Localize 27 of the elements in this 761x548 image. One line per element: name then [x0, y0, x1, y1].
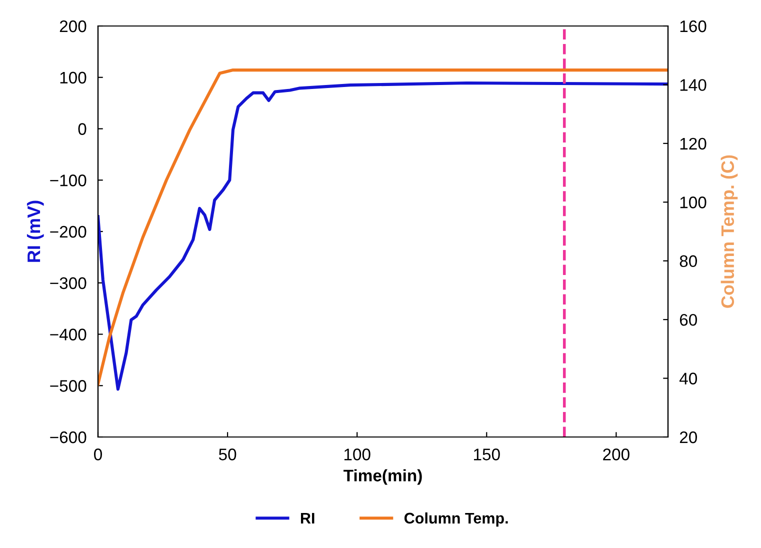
- y-tick-label: 100: [60, 72, 86, 84]
- y-tick-label: −400: [50, 328, 86, 340]
- x-tick-label: 150: [474, 448, 500, 460]
- x-tick-label: 200: [603, 448, 630, 460]
- y2-tick-label: 60: [680, 314, 697, 326]
- y-axis-title: RI (mV): [26, 200, 44, 262]
- y-tick-label: −100: [50, 174, 86, 186]
- y-tick-label: −500: [50, 380, 86, 392]
- y-tick-label: 0: [78, 123, 86, 135]
- y2-tick-label: 80: [680, 255, 697, 268]
- y-tick-label: −300: [50, 277, 86, 290]
- y2-tick-label: 160: [680, 20, 706, 32]
- y2-tick-label: 100: [680, 196, 706, 208]
- x-tick-label: 50: [218, 448, 236, 460]
- y-tick-label: 200: [60, 20, 86, 32]
- y2-tick-label: 140: [680, 79, 706, 91]
- x-axis-title: Time(min): [344, 469, 422, 485]
- x-tick-label: 0: [94, 448, 102, 460]
- y2-tick-label: 120: [680, 138, 706, 150]
- legend-label: Column Temp.: [404, 512, 508, 527]
- y2-tick-label: 20: [680, 431, 697, 444]
- y-tick-label: −600: [50, 431, 86, 444]
- legend-label: RI: [300, 512, 314, 524]
- y2-axis-title: Column Temp. (C): [720, 155, 738, 308]
- x-tick-label: 100: [344, 448, 370, 460]
- y2-tick-label: 40: [679, 372, 697, 384]
- y-tick-label: −200: [50, 226, 86, 238]
